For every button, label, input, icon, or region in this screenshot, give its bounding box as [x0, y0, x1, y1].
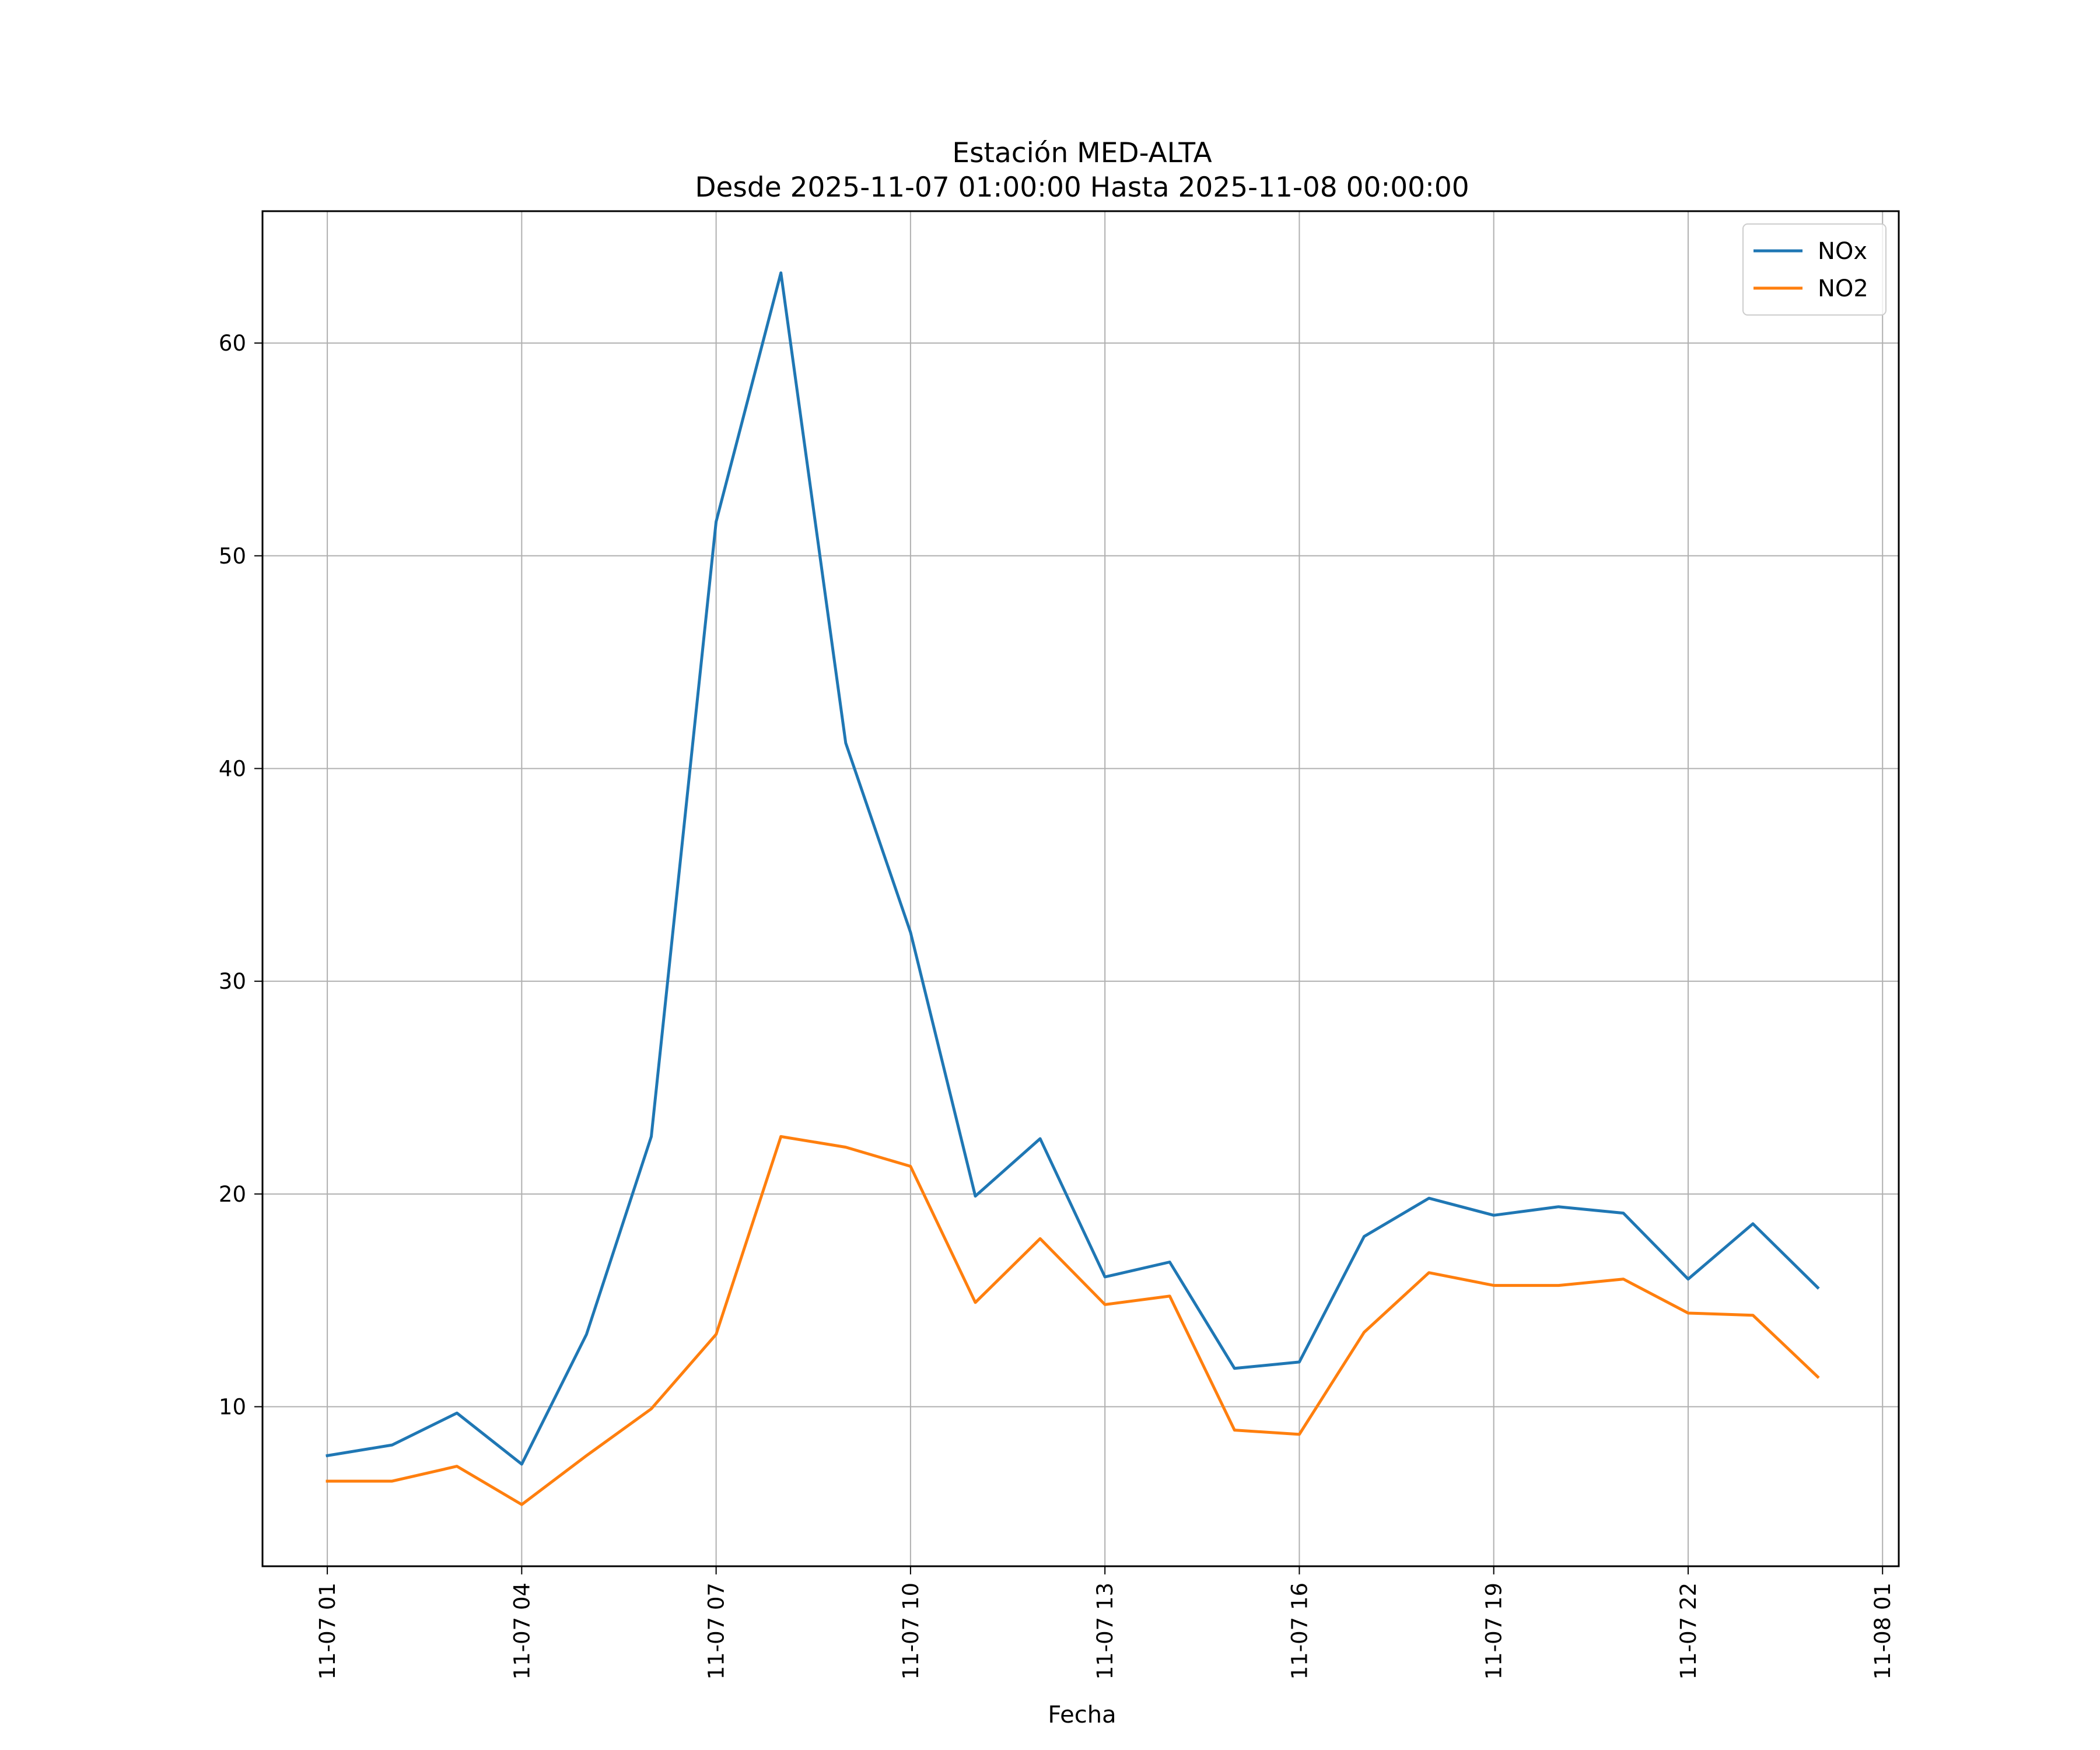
series-line-nox — [326, 271, 1820, 1466]
x-tick-label: 11-07 10 — [898, 1583, 923, 1679]
chart-subtitle: Desde 2025-11-07 01:00:00 Hasta 2025-11-… — [695, 172, 1469, 204]
y-axis-ticks: 10 20 30 40 50 60 — [219, 331, 262, 1419]
y-tick-label: 60 — [219, 331, 246, 356]
x-axis-ticks: 11-07 01 11-07 04 11-07 07 11-07 10 11-07 13… — [315, 1566, 1895, 1679]
y-tick-label: 20 — [219, 1182, 246, 1207]
y-tick-label: 40 — [219, 756, 246, 781]
x-tick-label: 11-07 07 — [704, 1583, 729, 1679]
x-tick-label: 11-07 01 — [315, 1583, 340, 1679]
grid — [262, 211, 1899, 1566]
x-tick-label: 11-08 01 — [1870, 1583, 1895, 1679]
series-line-no2 — [326, 1135, 1820, 1506]
plot-frame — [261, 210, 1900, 1567]
x-tick-label: 11-07 22 — [1676, 1583, 1701, 1679]
x-tick-label: 11-07 16 — [1287, 1583, 1312, 1679]
x-tick-label: 11-07 19 — [1482, 1583, 1507, 1679]
x-tick-label: 11-07 13 — [1093, 1583, 1118, 1679]
legend: NOx NO2 — [1742, 223, 1887, 316]
y-tick-label: 10 — [219, 1394, 246, 1419]
legend-label-no2: NO2 — [1818, 275, 1868, 302]
legend-label-nox: NOx — [1818, 238, 1867, 265]
x-tick-label: 11-07 04 — [509, 1583, 534, 1679]
chart-title: Estación MED-ALTA — [952, 137, 1212, 169]
series-lines — [326, 271, 1820, 1506]
y-tick-label: 30 — [219, 969, 246, 994]
legend-box — [1742, 223, 1887, 316]
x-axis-label: Fecha — [1048, 1702, 1116, 1728]
y-tick-label: 50 — [219, 544, 246, 569]
